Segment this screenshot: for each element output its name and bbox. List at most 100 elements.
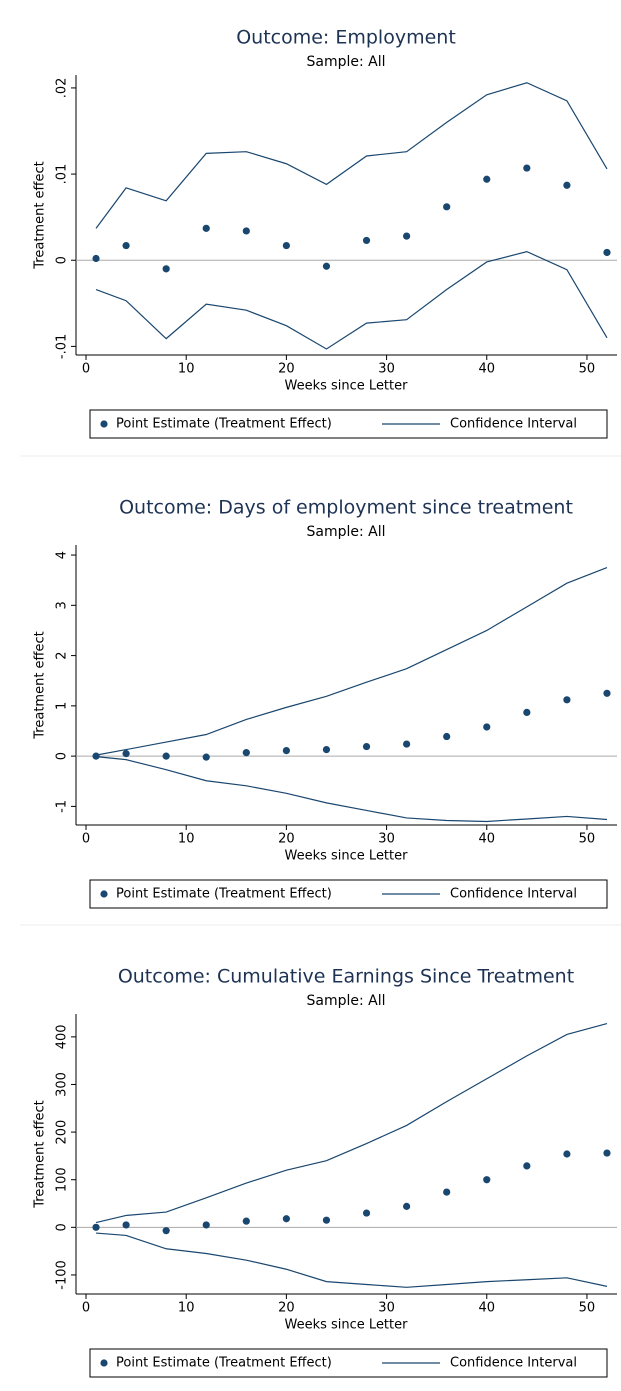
y-tick-label: -1 (55, 800, 70, 813)
legend-marker (100, 420, 108, 428)
ci-lower (95, 756, 608, 823)
point (322, 262, 331, 270)
y-axis-label: Treatment effect (33, 631, 48, 739)
x-tick-label: 50 (579, 362, 596, 377)
x-tick-label: 20 (278, 362, 295, 377)
x-axis-label: Weeks since Letter (285, 379, 409, 394)
x-tick-label: 0 (82, 362, 90, 377)
chart-panel: Outcome: Employment Sample: All -.01 0 .01 .0… (33, 27, 617, 439)
legend-label: Point Estimate (Treatment Effect) (116, 887, 332, 902)
legend-label: Point Estimate (Treatment Effect) (116, 417, 332, 432)
legend-box (89, 409, 608, 439)
y-tick-label: 300 (55, 1072, 70, 1097)
point (282, 747, 290, 755)
y-tick-label: 0 (55, 1223, 70, 1231)
point (403, 740, 411, 748)
point (362, 236, 371, 245)
point (92, 1223, 100, 1231)
legend-marker (100, 890, 108, 898)
ci-upper (95, 82, 608, 229)
x-tick-label: 40 (478, 362, 495, 377)
x-axis-label: Weeks since Letter (285, 1318, 409, 1333)
x-tick-label: 40 (478, 1301, 495, 1316)
x-tick-label: 30 (378, 362, 395, 377)
point (483, 723, 491, 731)
point (603, 689, 611, 697)
point (162, 752, 170, 760)
y-tick-label: 0 (55, 256, 70, 264)
point (92, 254, 100, 263)
y-tick-label: .02 (55, 78, 70, 99)
legend-marker (100, 1359, 108, 1367)
y-tick-label: 400 (55, 1024, 70, 1049)
y-tick-label: -.01 (55, 334, 70, 359)
y-tick-label: .01 (55, 164, 70, 185)
x-tick-label: 20 (278, 1301, 295, 1316)
point (322, 745, 331, 754)
point (563, 696, 571, 704)
point (122, 1221, 130, 1229)
y-tick-label: 0 (55, 752, 70, 760)
point (362, 1209, 371, 1217)
point (322, 1216, 331, 1224)
legend: Point Estimate (Treatment Effect) Confide… (89, 409, 608, 439)
y-tick-label: -100 (55, 1260, 70, 1290)
point (443, 203, 451, 211)
point (282, 241, 290, 250)
point (122, 241, 130, 250)
y-tick-label: 100 (55, 1167, 70, 1192)
legend-label: Confidence Interval (450, 1356, 577, 1371)
x-tick-label: 10 (178, 1301, 195, 1316)
x-tick-label: 10 (178, 362, 195, 377)
point (483, 175, 491, 183)
point (403, 1202, 411, 1210)
point (403, 232, 411, 240)
point (122, 750, 130, 758)
legend-box (89, 879, 608, 909)
x-tick-label: 20 (278, 832, 295, 847)
legend-label: Confidence Interval (450, 887, 577, 902)
x-tick-label: 50 (579, 1301, 596, 1316)
point (603, 1149, 611, 1157)
y-tick-label: 3 (55, 601, 70, 609)
legend: Point Estimate (Treatment Effect) Confide… (89, 1348, 608, 1378)
chart-subtitle: Sample: All (306, 993, 385, 1009)
point (603, 248, 611, 257)
ci-upper (95, 1022, 608, 1224)
legend: Point Estimate (Treatment Effect) Confide… (89, 879, 608, 909)
x-tick-label: 10 (178, 832, 195, 847)
point (202, 1221, 210, 1229)
legend-label: Confidence Interval (450, 417, 577, 432)
x-tick-label: 0 (82, 832, 90, 847)
y-tick-label: 1 (55, 702, 70, 710)
ci-lower (95, 250, 608, 350)
y-axis-label: Treatment effect (33, 1100, 48, 1208)
point (483, 1176, 491, 1184)
chart-title: Outcome: Employment (236, 27, 456, 49)
point (162, 1227, 170, 1235)
y-axis-label: Treatment effect (33, 161, 48, 269)
point (282, 1215, 290, 1223)
point (523, 164, 531, 172)
ci-lower (95, 1232, 608, 1288)
chart-panel: Outcome: Days of employment since treatm… (20, 455, 621, 909)
y-tick-label: 4 (55, 551, 70, 559)
y-tick-label: 2 (55, 651, 70, 659)
chart-title: Outcome: Cumulative Earnings Since Treat… (118, 966, 574, 988)
point (242, 749, 250, 757)
point (202, 224, 210, 232)
point (242, 1217, 250, 1225)
x-axis-label: Weeks since Letter (285, 849, 409, 864)
point (523, 708, 531, 716)
legend-box (89, 1348, 608, 1378)
x-tick-label: 30 (378, 832, 395, 847)
chart-title: Outcome: Days of employment since treatm… (119, 497, 573, 519)
point (242, 227, 250, 235)
point (563, 1150, 571, 1158)
ci-upper (95, 567, 608, 756)
point (523, 1162, 531, 1170)
point (202, 753, 210, 761)
x-tick-label: 40 (478, 832, 495, 847)
chart-panel: Outcome: Cumulative Earnings Since Treat… (20, 924, 621, 1378)
